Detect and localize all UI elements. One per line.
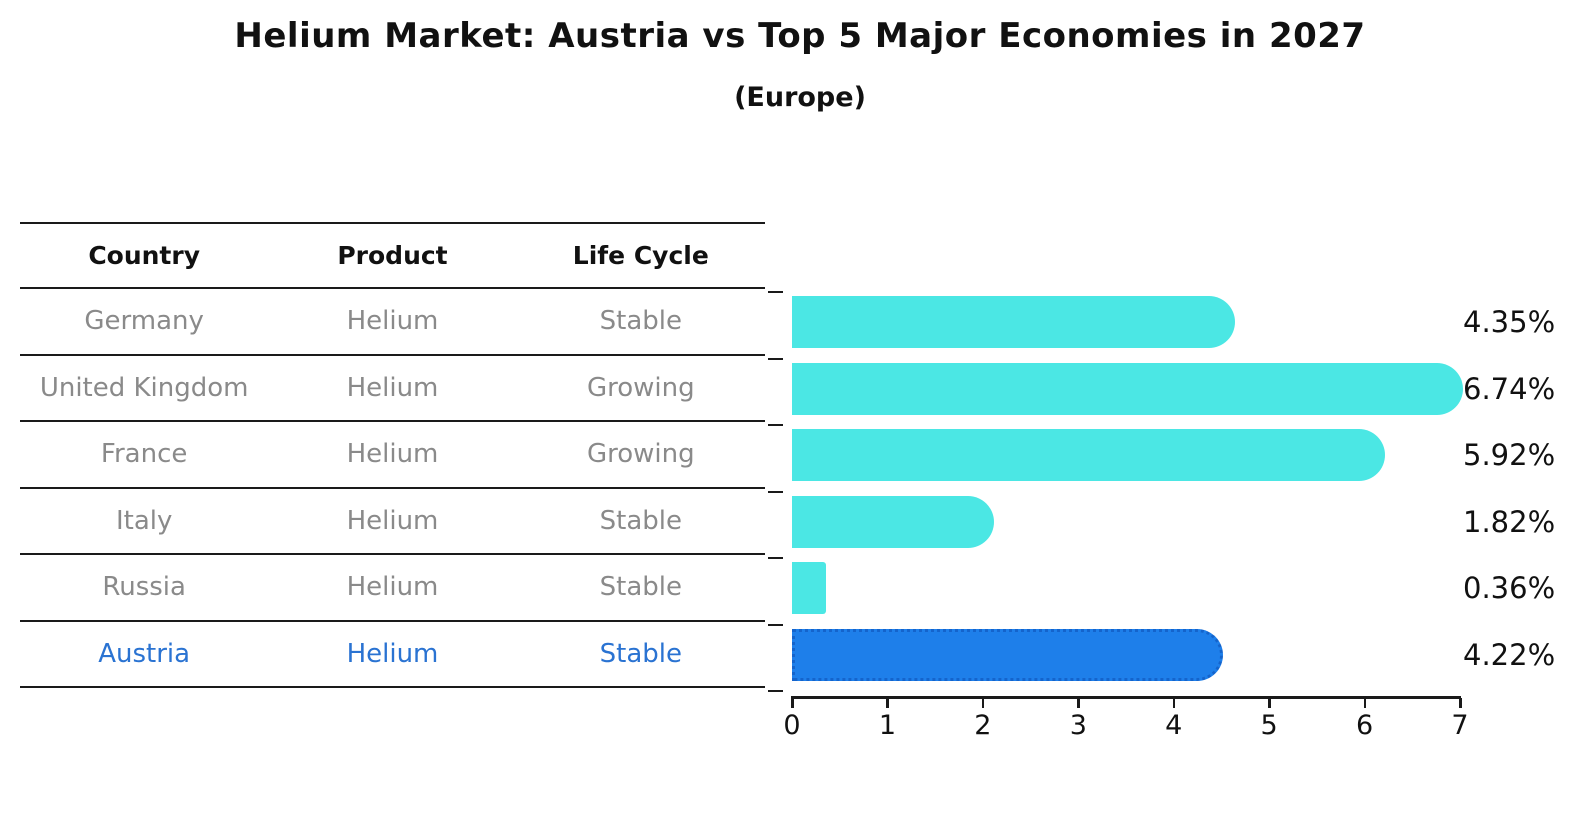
cell-product: Helium [346, 372, 439, 403]
value-labels-column: 4.35% 6.74% 5.92% 1.82% 0.36% 4.22% [1463, 289, 1583, 688]
bar-row-united-kingdom [792, 356, 1464, 423]
x-tick-label-2: 2 [974, 710, 992, 741]
bar-france [792, 429, 1385, 481]
country-table: Country Product Life Cycle Germany Helium… [20, 222, 765, 688]
cell-life-cycle: Stable [599, 505, 682, 536]
cell-country: Italy [115, 505, 173, 536]
bar-italy [792, 495, 994, 548]
bar-row-france [792, 422, 1460, 489]
cell-product: Helium [346, 505, 439, 536]
cell-country: France [100, 439, 188, 470]
value-label-united-kingdom: 6.74% [1463, 371, 1556, 406]
table-header-row: Country Product Life Cycle [20, 224, 765, 289]
bar-russia [792, 562, 827, 614]
x-tick-label-7: 7 [1451, 710, 1469, 741]
x-axis-line [791, 696, 1461, 699]
y-axis-tick [768, 357, 783, 360]
bar-row-austria [792, 622, 1460, 689]
cell-life-cycle: Stable [599, 572, 682, 603]
x-axis-tick [1077, 698, 1080, 708]
table-header-country: Country [88, 241, 201, 270]
y-axis-tick [768, 623, 783, 626]
bar-chart-plot-area: 0 1 2 3 4 5 6 7 [768, 289, 1469, 741]
x-axis-tick [791, 698, 794, 708]
cell-country: United Kingdom [39, 372, 249, 403]
cell-product: Helium [346, 572, 439, 603]
value-label-austria: 4.22% [1463, 637, 1556, 672]
table-row-united-kingdom: United Kingdom Helium Growing [20, 356, 765, 422]
value-label-france: 5.92% [1463, 438, 1556, 473]
cell-country: Germany [84, 306, 204, 337]
table-row-austria: Austria Helium Stable [20, 622, 765, 688]
bar-united-kingdom [792, 362, 1464, 415]
x-axis-tick [1172, 698, 1176, 708]
value-label-germany: 4.35% [1463, 305, 1556, 340]
bar-row-italy [792, 489, 1460, 556]
table-row-russia: Russia Helium Stable [20, 555, 765, 622]
cell-life-cycle: Growing [586, 439, 695, 470]
x-axis-tick [1363, 698, 1367, 708]
table-row-italy: Italy Helium Stable [20, 489, 765, 555]
bar-austria [792, 628, 1223, 681]
y-axis-tick [768, 291, 783, 293]
cell-life-cycle: Stable [599, 306, 682, 337]
cell-life-cycle: Growing [586, 372, 695, 403]
table-row-france: France Helium Growing [20, 422, 765, 489]
x-axis-tick [886, 698, 889, 708]
cell-product: Helium [346, 306, 439, 337]
x-tick-label-3: 3 [1069, 710, 1087, 741]
table-header-life-cycle: Life Cycle [572, 241, 709, 270]
x-tick-label-4: 4 [1165, 710, 1183, 741]
chart-title: Helium Market: Austria vs Top 5 Major Ec… [234, 16, 1366, 56]
table-row-germany: Germany Helium Stable [20, 289, 765, 356]
x-tick-label-5: 5 [1260, 710, 1278, 741]
x-tick-label-6: 6 [1355, 710, 1374, 741]
x-tick-label-0: 0 [783, 710, 801, 741]
cell-product: Helium [346, 439, 439, 470]
x-axis-tick [1459, 698, 1462, 708]
value-label-italy: 1.82% [1463, 504, 1556, 539]
table-body: Germany Helium Stable United Kingdom Helium G… [20, 289, 765, 688]
x-axis-tick [981, 698, 985, 708]
cell-life-cycle: Stable [599, 638, 682, 669]
cell-country: Austria [98, 638, 191, 669]
chart-subtitle: (Europe) [734, 82, 866, 113]
cell-product: Helium [346, 638, 439, 669]
bar-germany [792, 296, 1236, 348]
x-axis-tick [1268, 698, 1271, 708]
value-label-russia: 0.36% [1463, 571, 1556, 606]
y-axis-tick [768, 690, 783, 692]
table-header-product: Product [337, 241, 448, 270]
cell-country: Russia [102, 572, 186, 603]
bar-row-germany [792, 289, 1460, 356]
bar-row-russia [792, 555, 1460, 622]
y-axis-tick [768, 490, 783, 493]
y-axis-tick [768, 557, 783, 559]
x-tick-label-1: 1 [878, 710, 897, 741]
y-axis-tick [768, 424, 783, 426]
